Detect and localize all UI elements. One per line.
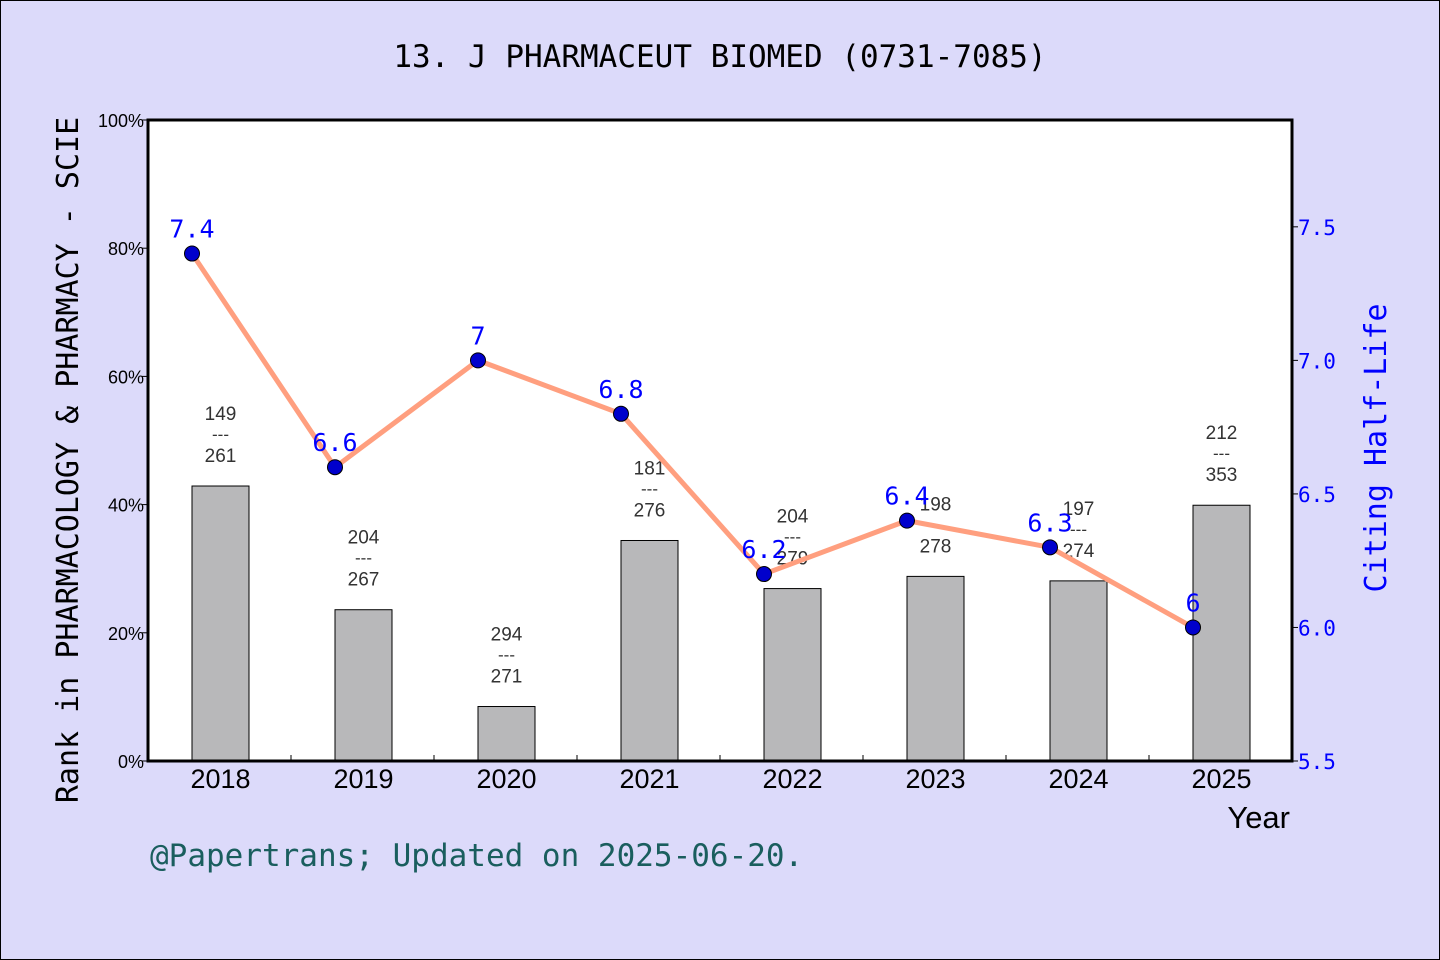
- rank-separator: ---: [498, 646, 515, 665]
- rank-label: 149: [205, 404, 237, 425]
- rank-separator: ---: [1070, 520, 1087, 539]
- rank-separator: ---: [641, 479, 658, 498]
- rank-label: 204: [348, 528, 380, 549]
- half-life-label: 6.3: [1027, 508, 1072, 537]
- footer-credit: @Papertrans; Updated on 2025-06-20.: [150, 838, 803, 874]
- x-tick-label: 2024: [1048, 764, 1108, 794]
- half-life-label: 6: [1185, 588, 1200, 617]
- half-life-label: 7.4: [169, 215, 214, 244]
- half-life-label: 6.4: [884, 482, 929, 511]
- bar-2025: [1192, 504, 1251, 762]
- rank-label: 294: [491, 625, 523, 646]
- half-life-marker-2022: [756, 566, 772, 583]
- y-tick-label: 0%: [118, 752, 144, 772]
- total-label: 261: [205, 446, 237, 467]
- x-tick-label: 2018: [190, 764, 250, 794]
- half-life-line: [189, 252, 1195, 630]
- half-life-label: 6.6: [312, 428, 357, 457]
- half-life-label: 7: [470, 321, 485, 350]
- y2-axis-label: Citing Half-Life: [1359, 304, 1394, 593]
- bar-2018: [191, 485, 250, 762]
- half-life-marker-2021: [613, 405, 629, 422]
- rank-separator: ---: [784, 528, 801, 547]
- y2-tick-label: 6.0: [1298, 616, 1336, 640]
- half-life-marker-2025: [1185, 619, 1201, 636]
- total-label: 271: [491, 667, 523, 688]
- bar-2020: [477, 706, 536, 762]
- total-label: 267: [348, 570, 380, 591]
- bar-2022: [763, 588, 822, 762]
- rank-separator: ---: [355, 549, 372, 568]
- y-tick-label: 60%: [108, 367, 144, 387]
- y-tick-label: 20%: [108, 624, 144, 644]
- y-tick-label: 80%: [108, 239, 144, 259]
- rank-separator: ---: [212, 425, 229, 444]
- rank-separator: ---: [1213, 444, 1230, 463]
- bar-2019: [334, 609, 393, 762]
- rank-label: 204: [777, 507, 809, 528]
- rank-label: 181: [634, 458, 666, 479]
- y-axis-label: Rank in PHARMACOLOGY & PHARMACY - SCIE: [51, 117, 86, 803]
- y-tick-label: 40%: [108, 496, 144, 516]
- half-life-marker-2024: [1042, 539, 1058, 556]
- x-tick-label: 2022: [762, 764, 822, 794]
- half-life-marker-2018: [184, 245, 200, 262]
- chart-title: 13. J PHARMACEUT BIOMED (0731-7085): [393, 39, 1046, 75]
- bar-2021: [620, 539, 679, 762]
- rank-label: 197: [1063, 499, 1095, 520]
- y-tick-label: 100%: [98, 111, 144, 131]
- rank-label: 212: [1206, 423, 1238, 444]
- x-tick-label: 2023: [905, 764, 965, 794]
- half-life-marker-2020: [470, 352, 486, 369]
- bar-2024: [1049, 580, 1108, 762]
- x-tick-label: 2019: [333, 764, 393, 794]
- x-tick-label: 2021: [619, 764, 679, 794]
- plot-border: [146, 118, 1294, 763]
- y2-tick-label: 7.0: [1298, 349, 1336, 373]
- half-life-marker-2019: [327, 459, 343, 476]
- y2-tick-label: 6.5: [1298, 483, 1336, 507]
- total-label: 353: [1206, 465, 1238, 486]
- half-life-label: 6.2: [741, 535, 786, 564]
- x-tick-label: 2025: [1191, 764, 1251, 794]
- x-axis-label: Year: [1227, 800, 1290, 835]
- total-label: 278: [920, 536, 952, 557]
- x-tick-label: 2020: [476, 764, 536, 794]
- y2-tick-label: 7.5: [1298, 216, 1336, 240]
- half-life-marker-2023: [899, 512, 915, 529]
- rank-label: 198: [920, 494, 952, 515]
- total-label: 276: [634, 500, 666, 521]
- half-life-label: 6.8: [598, 375, 643, 404]
- y2-tick-label: 5.5: [1298, 750, 1336, 774]
- bar-2023: [906, 575, 965, 762]
